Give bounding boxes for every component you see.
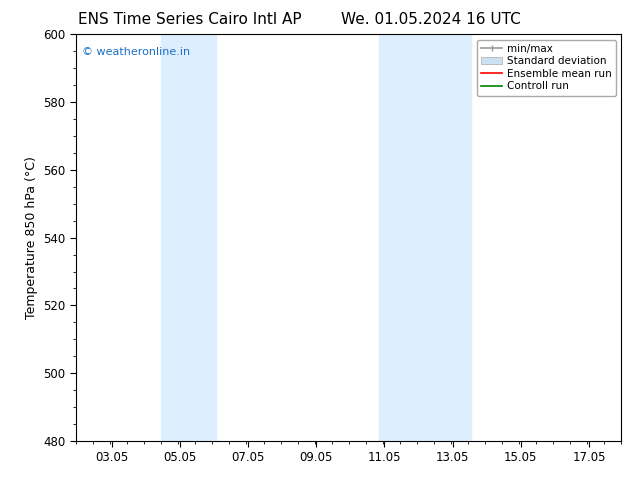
Bar	[161, 34, 216, 441]
Text: © weatheronline.in: © weatheronline.in	[82, 47, 190, 56]
Legend: min/max, Standard deviation, Ensemble mean run, Controll run: min/max, Standard deviation, Ensemble me…	[477, 40, 616, 96]
Text: We. 01.05.2024 16 UTC: We. 01.05.2024 16 UTC	[341, 12, 521, 27]
Text: ENS Time Series Cairo Intl AP: ENS Time Series Cairo Intl AP	[79, 12, 302, 27]
Bar	[379, 34, 471, 441]
Y-axis label: Temperature 850 hPa (°C): Temperature 850 hPa (°C)	[25, 156, 38, 319]
